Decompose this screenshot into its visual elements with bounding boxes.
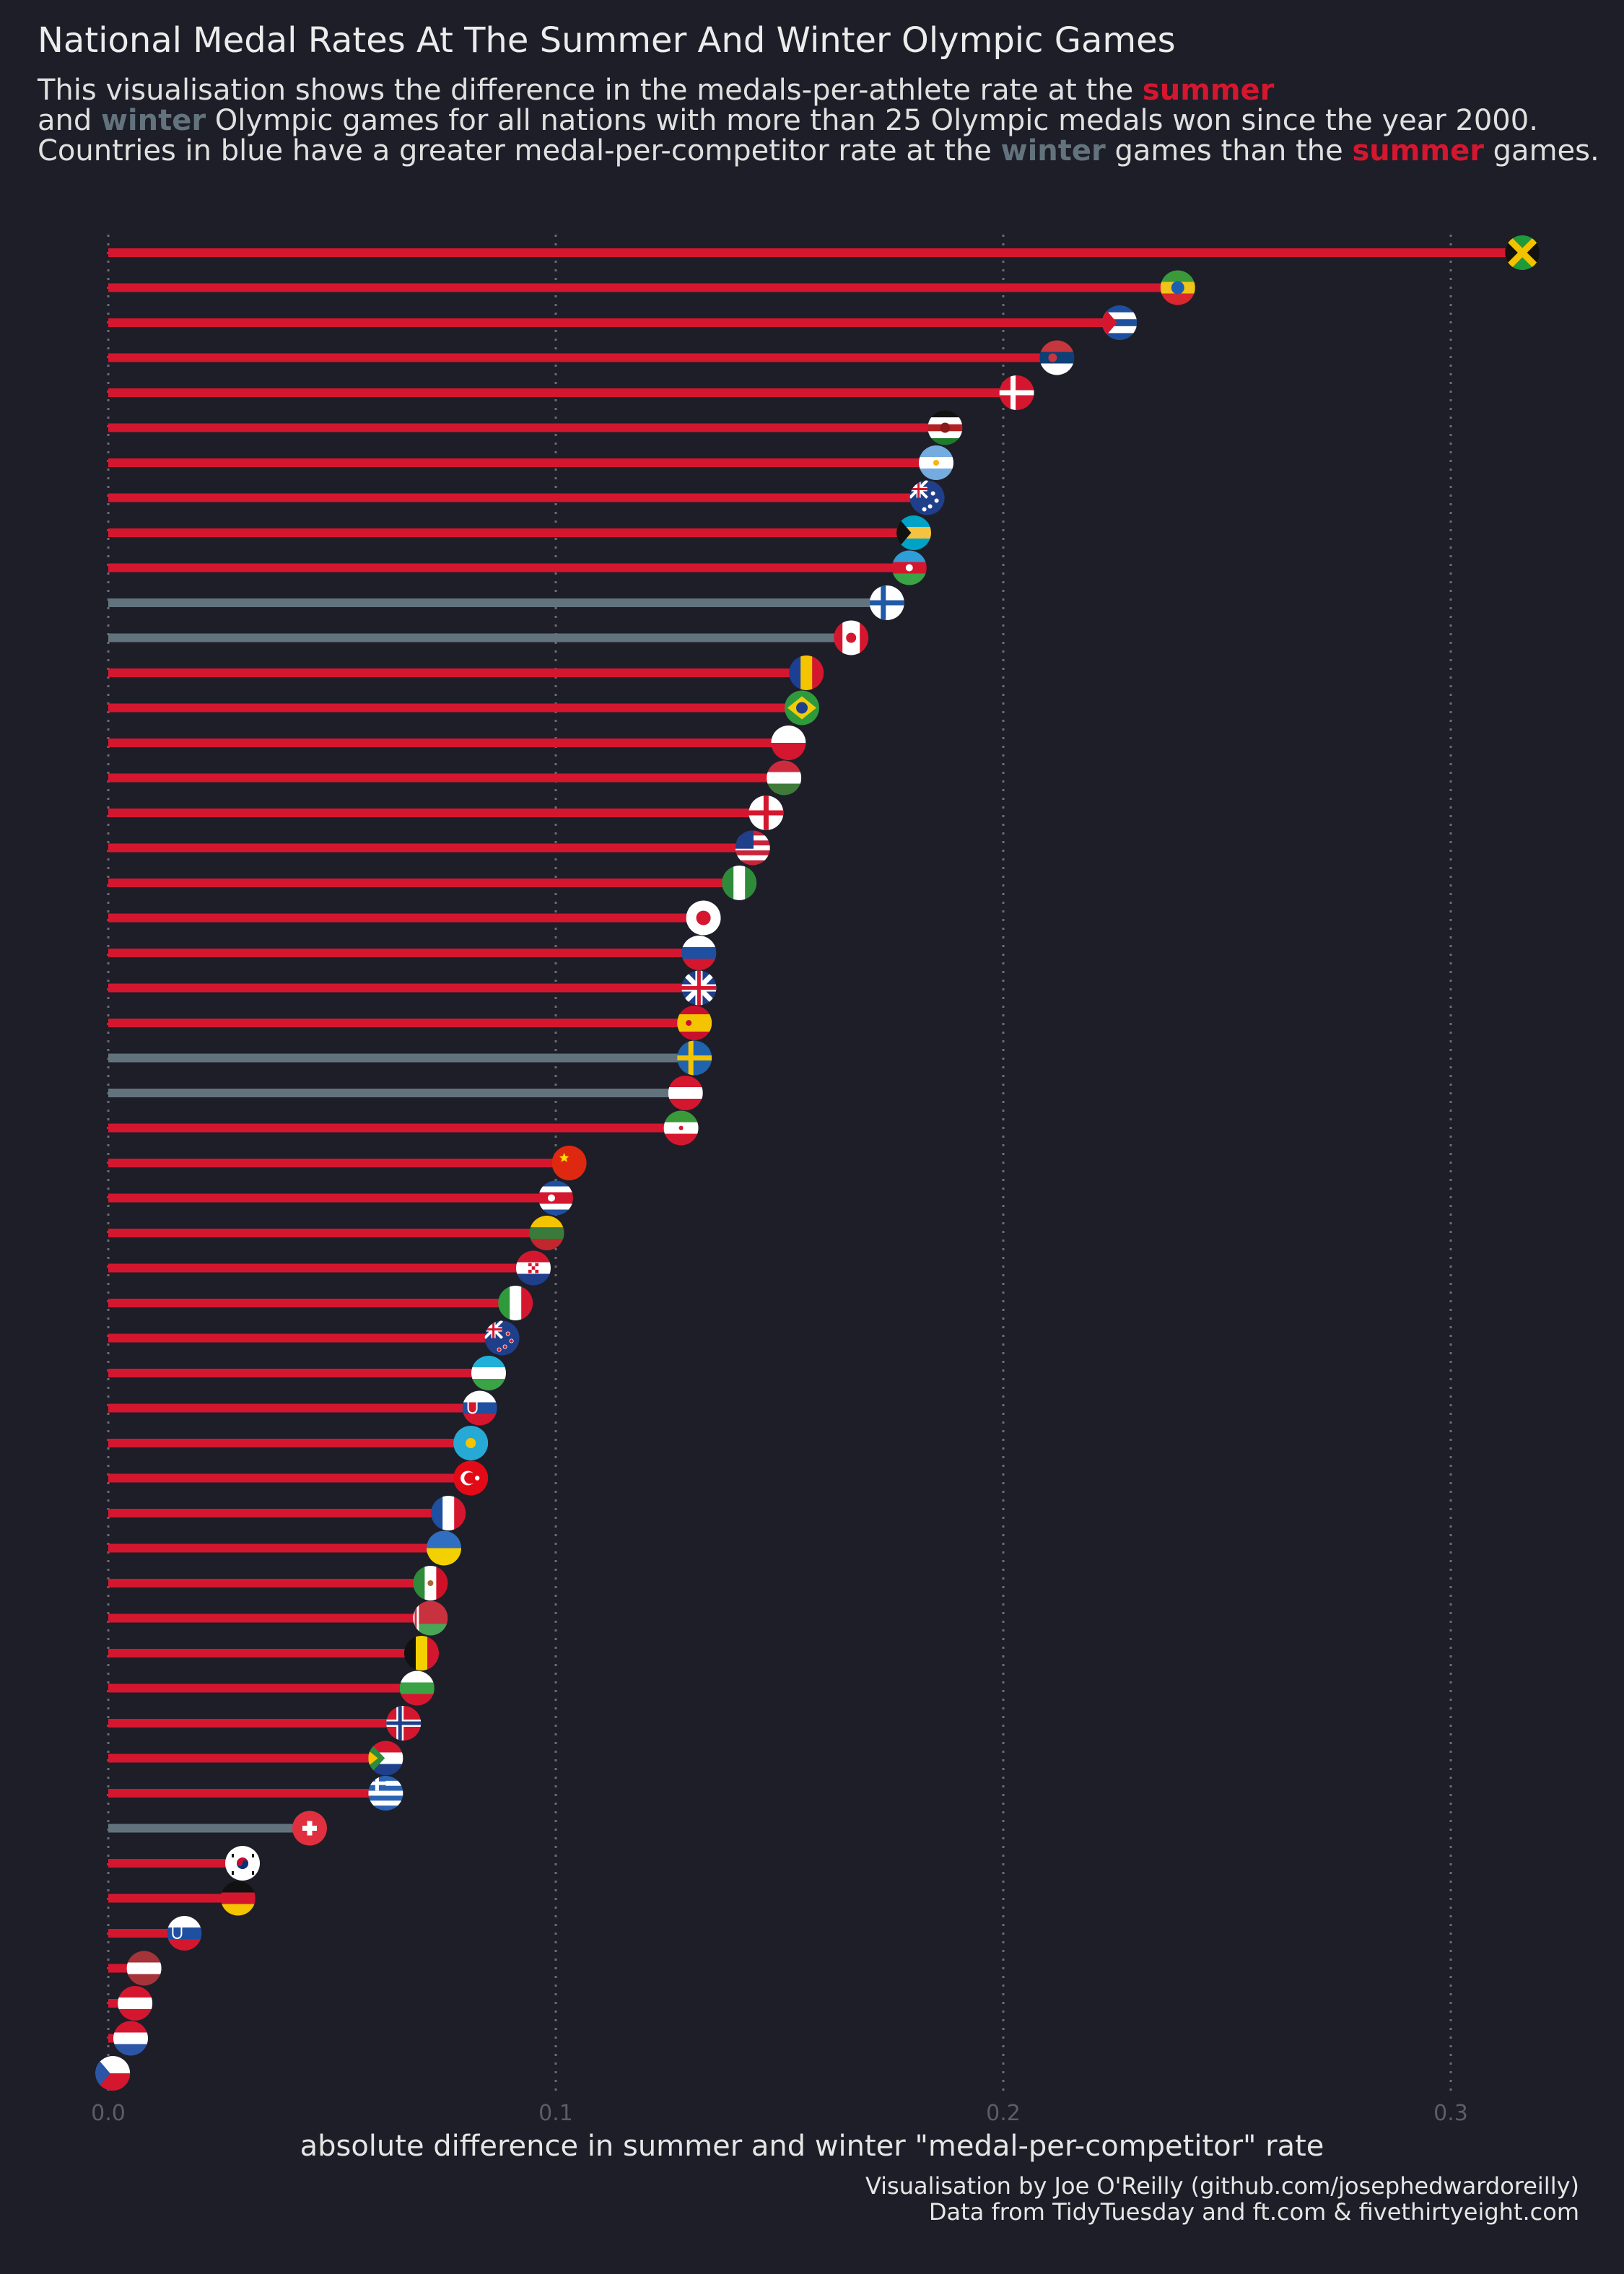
country-flag-marker xyxy=(1505,235,1540,270)
country-flag-marker xyxy=(927,410,963,445)
country-flag-marker xyxy=(735,830,770,866)
country-flag-marker xyxy=(404,1636,439,1670)
country-flag-marker xyxy=(225,1846,260,1881)
x-tick-label: 0.3 xyxy=(1433,2101,1468,2126)
country-flag-marker xyxy=(413,1600,448,1636)
country-flag-marker xyxy=(1102,305,1138,340)
country-flag-marker xyxy=(292,1811,327,1846)
country-flag-marker xyxy=(453,1426,489,1460)
country-flag-marker xyxy=(118,1986,153,2021)
caption-source: Data from TidyTuesday and ft.com & fivet… xyxy=(928,2198,1579,2226)
country-flag-marker xyxy=(677,1040,712,1076)
country-flag-marker xyxy=(368,1776,403,1811)
x-tick-label: 0.0 xyxy=(91,2101,126,2126)
subtitle-line-3: Countries in blue have a greater medal-p… xyxy=(38,136,1599,166)
country-flag-marker xyxy=(1039,340,1075,375)
country-flag-marker xyxy=(1160,270,1195,305)
country-flag-marker xyxy=(462,1390,497,1426)
country-flag-marker xyxy=(834,620,869,655)
country-flag-marker xyxy=(999,375,1034,410)
x-tick-label: 0.2 xyxy=(986,2101,1021,2126)
country-flag-marker xyxy=(368,1741,403,1776)
winter-highlight: winter xyxy=(100,104,206,137)
country-flag-marker xyxy=(686,900,721,936)
country-flag-marker xyxy=(453,1460,489,1496)
lollipop-stems xyxy=(108,248,1523,2078)
x-axis-ticks: 0.0 0.1 0.2 0.3 xyxy=(91,2101,1468,2126)
country-flag-marker xyxy=(896,515,931,550)
country-flag-marker xyxy=(663,1110,699,1146)
winter-highlight: winter xyxy=(1000,134,1106,167)
subtitle-text: games. xyxy=(1483,134,1599,167)
country-flag-marker xyxy=(386,1706,422,1741)
country-flag-marker xyxy=(413,1566,448,1600)
country-flag-marker xyxy=(498,1286,533,1320)
country-flag-marker xyxy=(399,1670,435,1706)
country-flag-marker xyxy=(431,1496,466,1530)
caption-credit: Visualisation by Joe O'Reilly (github.co… xyxy=(865,2172,1579,2200)
subtitle-text: This visualisation shows the difference … xyxy=(38,74,1143,107)
country-flag-marker xyxy=(427,1530,461,1566)
country-flag-marker xyxy=(126,1951,162,1986)
summer-highlight: summer xyxy=(1142,74,1275,107)
subtitle-text: Countries in blue have a greater medal-p… xyxy=(38,134,1001,167)
chart-subtitle: This visualisation shows the difference … xyxy=(38,75,1599,166)
x-axis-label: absolute difference in summer and winter… xyxy=(300,2130,1324,2163)
subtitle-text: and xyxy=(38,104,101,137)
subtitle-line-1: This visualisation shows the difference … xyxy=(38,75,1599,105)
country-flag-marker xyxy=(538,1180,573,1216)
caption: Visualisation by Joe O'Reilly (github.co… xyxy=(865,2173,1579,2225)
country-flag-marker xyxy=(220,1881,256,1916)
country-flag-marker xyxy=(677,1006,712,1040)
country-flag-marker xyxy=(869,585,904,620)
country-flag-marker xyxy=(789,655,824,690)
country-flag-marker xyxy=(767,760,802,796)
summer-highlight: summer xyxy=(1352,134,1484,167)
x-tick-label: 0.1 xyxy=(538,2101,573,2126)
country-flag-marker xyxy=(95,2056,131,2091)
country-flag-marker xyxy=(909,480,945,515)
subtitle-text: games than the xyxy=(1105,134,1353,167)
country-flag-marker xyxy=(785,690,819,726)
country-flag-marker xyxy=(748,796,784,830)
country-flag-marker xyxy=(681,936,717,970)
country-flag-marker xyxy=(668,1076,703,1110)
country-flag-marker xyxy=(529,1216,564,1250)
country-flag-marker xyxy=(891,550,927,585)
country-flag-marker xyxy=(722,866,757,900)
country-flag-marker xyxy=(484,1320,520,1356)
subtitle-line-2: and winter Olympic games for all nations… xyxy=(38,105,1599,136)
country-flag-marker xyxy=(771,726,806,760)
country-flag-marker xyxy=(551,1146,587,1180)
chart-title: National Medal Rates At The Summer And W… xyxy=(38,20,1176,61)
subtitle-text: Olympic games for all nations with more … xyxy=(206,104,1538,137)
flag-markers xyxy=(95,235,1540,2091)
country-flag-marker xyxy=(516,1250,551,1286)
country-flag-marker xyxy=(167,1916,202,1951)
country-flag-marker xyxy=(113,2021,148,2056)
country-flag-marker xyxy=(471,1356,506,1390)
country-flag-marker xyxy=(681,970,717,1006)
country-flag-marker xyxy=(919,445,953,480)
